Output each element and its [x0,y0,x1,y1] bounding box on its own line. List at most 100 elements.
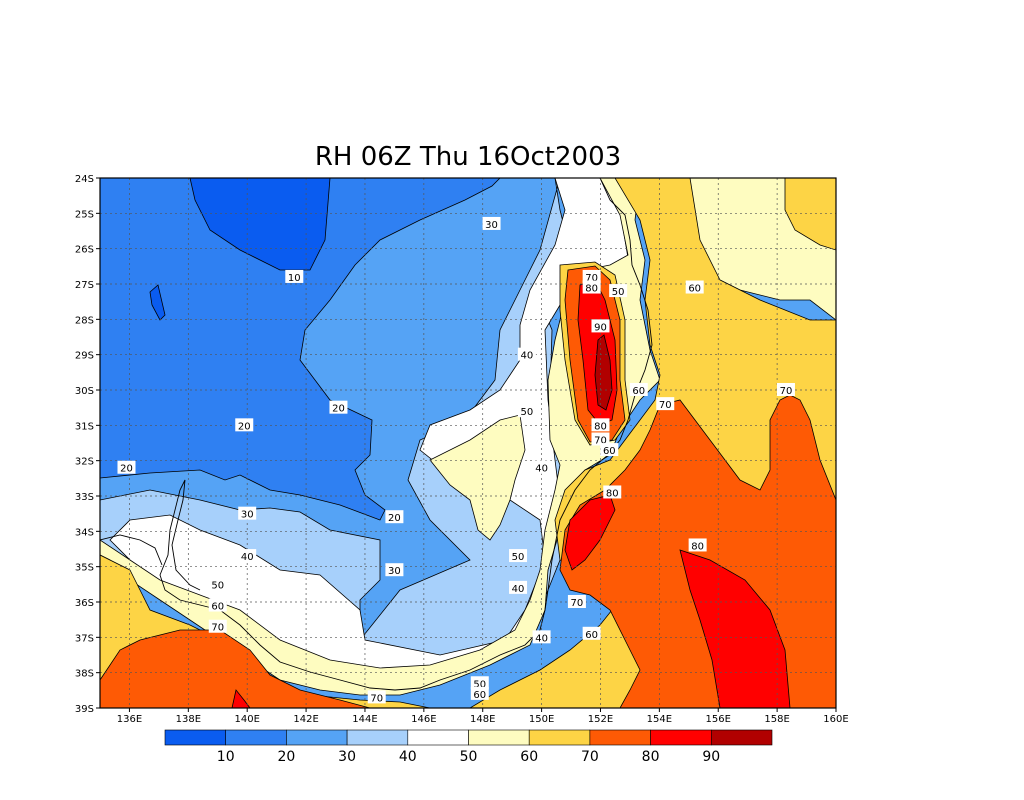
contour-label-bg [208,598,227,612]
contour-label: 70 [585,273,598,284]
colorbar-label: 40 [399,749,417,765]
colorbar: 10 20 30 40 50 60 70 80 90 [164,729,773,765]
contour-label: 30 [241,510,254,521]
colorbar-swatch [164,729,227,746]
y-tick-label: 34S [75,527,94,538]
contour-label: 60 [473,690,486,701]
colorbar-swatch [528,729,591,746]
y-tick-label: 36S [75,598,94,609]
y-tick-label: 31S [75,421,94,432]
x-tick-label: 158E [764,714,789,725]
contour-label-bg [776,383,795,396]
contour-label: 80 [606,488,619,499]
contour-label: 80 [594,421,607,432]
x-tick-label: 138E [176,714,201,725]
contour-label-bg [509,580,528,594]
y-tick-label: 33S [75,492,94,503]
coastline [100,178,653,691]
contour-label-bg [600,443,619,457]
x-tick-label: 156E [706,714,731,725]
contour-label-bg [609,284,628,298]
y-tick-label: 38S [75,669,94,680]
contour-label: 60 [211,602,224,613]
colorbar-label: 20 [277,749,295,765]
colorbar-swatch [589,729,651,746]
contour-label: 40 [535,633,548,644]
contour-label: 40 [241,552,254,563]
contour-label: 50 [512,552,525,563]
y-tick-label: 30S [75,386,94,397]
contour-label-bg [385,563,404,577]
contour-label: 30 [485,220,498,231]
contour-label-bg [509,549,528,563]
contour-label: 60 [632,386,645,397]
contour-label-bg [329,400,348,414]
colorbar-swatch [468,729,530,746]
contour-label: 10 [288,273,301,284]
x-tick-label: 152E [588,714,613,725]
colorbar-label: 70 [581,749,599,765]
x-tick-label: 146E [411,714,436,725]
contour-label-bg [582,626,601,640]
contour-label-bg [532,630,551,644]
colorbar-label: 30 [338,749,356,765]
x-tick-label: 136E [117,714,142,725]
x-tick-label: 142E [293,714,318,725]
contour-label-bg [285,269,304,283]
x-tick-label: 150E [529,714,554,725]
contour-label: 70 [370,693,383,704]
x-tick-label: 154E [647,714,672,725]
contour-label: 50 [521,407,534,418]
contour-label-bg [470,676,489,690]
contour-label-bg [591,418,610,432]
contour-label-bg [385,510,404,524]
contour-label-bg [238,549,257,563]
contour-label-bg [591,432,610,446]
colorbar-swatch [710,729,773,746]
contour-label: 70 [594,435,607,446]
contour-label-bg [470,686,489,700]
contour-label: 80 [585,284,598,295]
contour-label: 60 [688,284,701,295]
contour-label-bg [582,269,601,283]
y-tick-label: 32S [75,457,94,468]
colorbar-label: 90 [702,749,720,765]
contour-label: 20 [332,404,345,415]
y-tick-label: 25S [75,209,94,220]
contour-label-bg [629,383,648,396]
contour-label-bg [685,280,704,294]
contour-label: 50 [473,679,486,690]
contour-label: 30 [388,566,401,577]
y-tick-label: 26S [75,245,94,256]
contour-label: 40 [512,584,525,595]
contour-label: 40 [535,464,548,475]
contour-label: 60 [603,446,616,457]
contour-label: 50 [211,580,224,591]
contour-label-bg [532,460,551,474]
contour-label: 20 [120,464,133,475]
contour-label-bg [482,216,501,230]
colorbar-swatch [407,729,469,746]
chart-title: RH 06Z Thu 16Oct2003 [315,142,621,172]
y-axis-ticks: 24S 25S 26S 27S 28S 29S 30S 31S 32S 33S 34S 35S 36S 3… [75,174,100,715]
x-tick-label: 148E [470,714,495,725]
colorbar-label: 80 [642,749,660,765]
contour-label-bg [517,404,536,418]
colorbar-swatch [225,729,287,746]
x-tick-label: 160E [823,714,848,725]
contour-label-bg [238,506,257,520]
contour-label: 20 [238,421,251,432]
contour-label: 70 [211,623,224,634]
contour-label-bg [656,397,675,411]
contour-label-bg [117,460,136,474]
contour-label: 70 [659,400,672,411]
contour-label: 60 [585,630,598,641]
colorbar-label: 60 [520,749,538,765]
x-tick-label: 140E [234,714,259,725]
contour-label: 40 [521,351,534,362]
y-tick-label: 37S [75,633,94,644]
gridlines [100,178,836,708]
y-tick-label: 29S [75,351,94,362]
colorbar-label: 50 [460,749,478,765]
